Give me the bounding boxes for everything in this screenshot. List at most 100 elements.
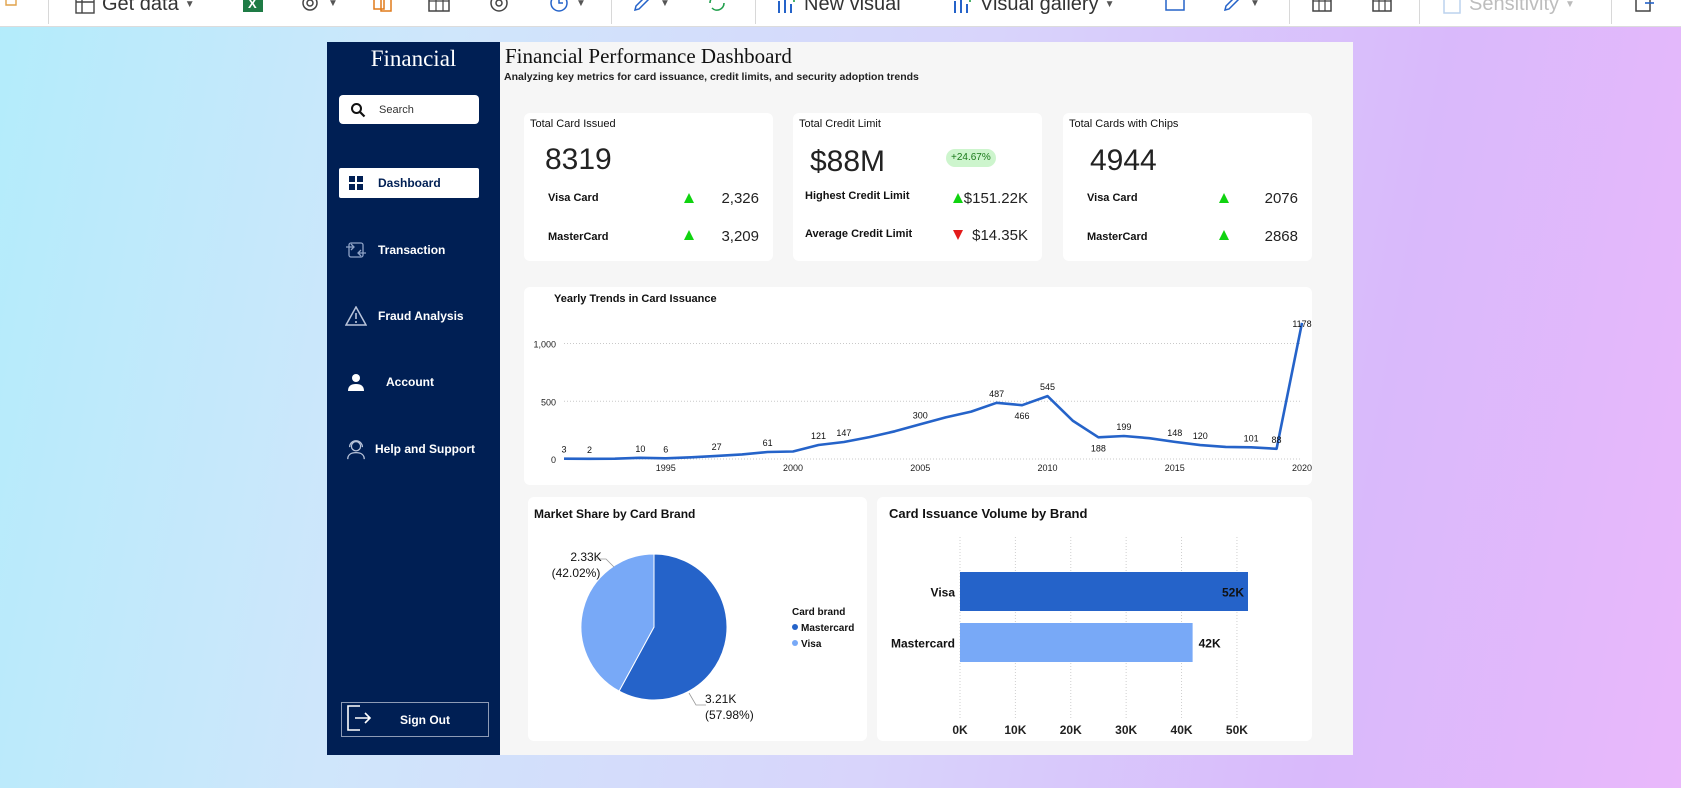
bar <box>960 572 1248 611</box>
leader-line <box>688 692 706 706</box>
nav-item-transaction[interactable]: Transaction <box>339 235 479 265</box>
x-tick-label: 2010 <box>1038 463 1058 473</box>
category-label: Visa <box>931 586 956 600</box>
x-tick-label: 10K <box>1004 723 1026 737</box>
chevron-down-icon[interactable]: ▼ <box>328 0 338 9</box>
kpi-value: 4944 <box>1090 144 1157 177</box>
nav-item-account[interactable]: Account <box>339 367 479 397</box>
data-label: (42.02%) <box>552 566 601 580</box>
data-label: 466 <box>1015 411 1030 421</box>
data-label: 10 <box>635 444 645 454</box>
pie-slice <box>580 553 655 692</box>
y-tick-label: 500 <box>541 397 556 407</box>
growth-badge: +24.67% <box>946 149 996 167</box>
pie-chart-card: Market Share by Card Brand 3.21K (57.98%)… <box>528 497 867 741</box>
logout-icon <box>346 704 372 735</box>
publish-icon[interactable] <box>1634 0 1656 13</box>
visual-gallery-button[interactable]: Visual gallery ▼ <box>952 0 1115 16</box>
pie-slice <box>618 553 728 701</box>
ribbon-separator <box>48 0 49 24</box>
kpi-row-label: MasterCard <box>548 231 609 243</box>
data-label: 120 <box>1193 431 1208 441</box>
bar <box>960 623 1193 662</box>
sign-out-label: Sign Out <box>400 712 450 727</box>
line-chart[interactable]: 0 500 1,000 1995 2000 2005 2010 2015 2020 3 2 10 6 27… <box>524 287 1312 485</box>
page-title: Financial Performance Dashboard <box>505 44 792 68</box>
data-label: 1178 <box>1292 319 1311 329</box>
chevron-down-icon[interactable]: ▼ <box>1250 0 1260 9</box>
legend-label: Mastercard <box>801 623 854 634</box>
data-label: 27 <box>712 442 722 452</box>
data-label: 6 <box>663 444 668 454</box>
chart-title: Market Share by Card Brand <box>534 507 696 521</box>
text-box-icon[interactable] <box>1164 0 1186 13</box>
chevron-down-icon[interactable]: ▼ <box>1565 0 1575 10</box>
search-input[interactable] <box>377 102 476 117</box>
sensitivity-label: Sensitivity <box>1469 0 1560 15</box>
x-tick-label: 0K <box>952 723 968 737</box>
dataverse-icon[interactable] <box>372 0 394 13</box>
visual-gallery-icon <box>952 0 974 16</box>
chevron-down-icon[interactable]: ▼ <box>660 0 670 9</box>
ribbon-separator <box>1419 0 1420 24</box>
new-visual-icon <box>776 0 798 16</box>
legend-title: Card brand <box>792 607 845 618</box>
chevron-down-icon[interactable]: ▼ <box>184 0 195 10</box>
nav-item-label: Account <box>386 375 434 389</box>
x-tick-label: 2000 <box>783 463 803 473</box>
user-icon <box>345 371 367 393</box>
excel-icon[interactable]: X <box>242 0 264 13</box>
recent-sources-icon[interactable]: ▼ <box>548 0 586 13</box>
x-tick-label: 2015 <box>1165 463 1185 473</box>
pie-chart[interactable]: 3.21K (57.98%) 2.33K (42.02%) Card brand Mast… <box>528 497 867 741</box>
search-box[interactable] <box>339 95 479 124</box>
support-agent-icon <box>345 438 367 460</box>
refresh-icon[interactable] <box>706 0 728 13</box>
kpi-row-label: Visa Card <box>1087 192 1138 204</box>
data-label: 101 <box>1244 433 1259 443</box>
kpi-row-value: $151.22K <box>963 190 1028 207</box>
report-canvas: Financial Dashboard Transaction Fraud An… <box>327 42 1353 755</box>
kpi-row-value: 3,209 <box>721 228 759 245</box>
sensitivity-button[interactable]: Sensitivity ▼ <box>1441 0 1575 16</box>
quick-measure-icon[interactable]: ▼ <box>1222 0 1260 13</box>
sign-out-button[interactable]: Sign Out <box>341 702 489 737</box>
chevron-down-icon[interactable]: ▼ <box>1104 0 1115 10</box>
data-label: 199 <box>1116 422 1131 432</box>
new-visual-button[interactable]: New visual <box>776 0 901 16</box>
paste-icon[interactable] <box>4 0 18 7</box>
grid-icon <box>345 172 367 194</box>
ribbon-separator <box>1289 0 1290 24</box>
nav-item-label: Transaction <box>378 243 446 257</box>
sql-icon[interactable] <box>488 0 510 13</box>
x-tick-label: 20K <box>1060 723 1082 737</box>
chart-title: Card Issuance Volume by Brand <box>889 506 1088 521</box>
y-tick-label: 1,000 <box>533 340 556 350</box>
chevron-down-icon[interactable]: ▼ <box>576 0 586 9</box>
get-data-button[interactable]: Get data ▼ <box>74 0 195 16</box>
transform-data-icon[interactable]: ▼ <box>632 0 670 13</box>
legend-marker <box>792 624 798 630</box>
data-label: 487 <box>989 389 1004 399</box>
toolbar-ribbon: Get data ▼ X ▼ ▼ ▼ New visual Visual <box>0 0 1681 27</box>
bar-chart[interactable]: 0K 10K 20K 30K 40K 50K Visa 52K Mastercard 42K <box>877 497 1312 741</box>
ribbon-separator <box>755 0 756 24</box>
visual-gallery-label: Visual gallery <box>980 0 1099 15</box>
search-icon <box>351 102 366 117</box>
new-measure-icon[interactable] <box>1311 0 1333 13</box>
nav-item-dashboard[interactable]: Dashboard <box>339 168 479 198</box>
quick-measure-table-icon[interactable] <box>1371 0 1393 13</box>
new-visual-label: New visual <box>804 0 901 15</box>
nav-item-fraud-analysis[interactable]: Fraud Analysis <box>339 301 479 331</box>
kpi-row-value: 2,326 <box>721 190 759 207</box>
sidebar: Financial Dashboard Transaction Fraud An… <box>327 42 500 755</box>
nav-item-help-and-support[interactable]: Help and Support <box>339 434 479 464</box>
legend-label: Visa <box>801 639 822 650</box>
trend-down-icon <box>953 230 963 240</box>
data-label: 121 <box>811 431 826 441</box>
onelake-icon[interactable]: ▼ <box>300 0 338 13</box>
data-label: (57.98%) <box>705 708 754 722</box>
trend-up-icon <box>684 230 694 240</box>
data-label: 3 <box>561 445 566 455</box>
enter-data-icon[interactable] <box>428 0 450 13</box>
